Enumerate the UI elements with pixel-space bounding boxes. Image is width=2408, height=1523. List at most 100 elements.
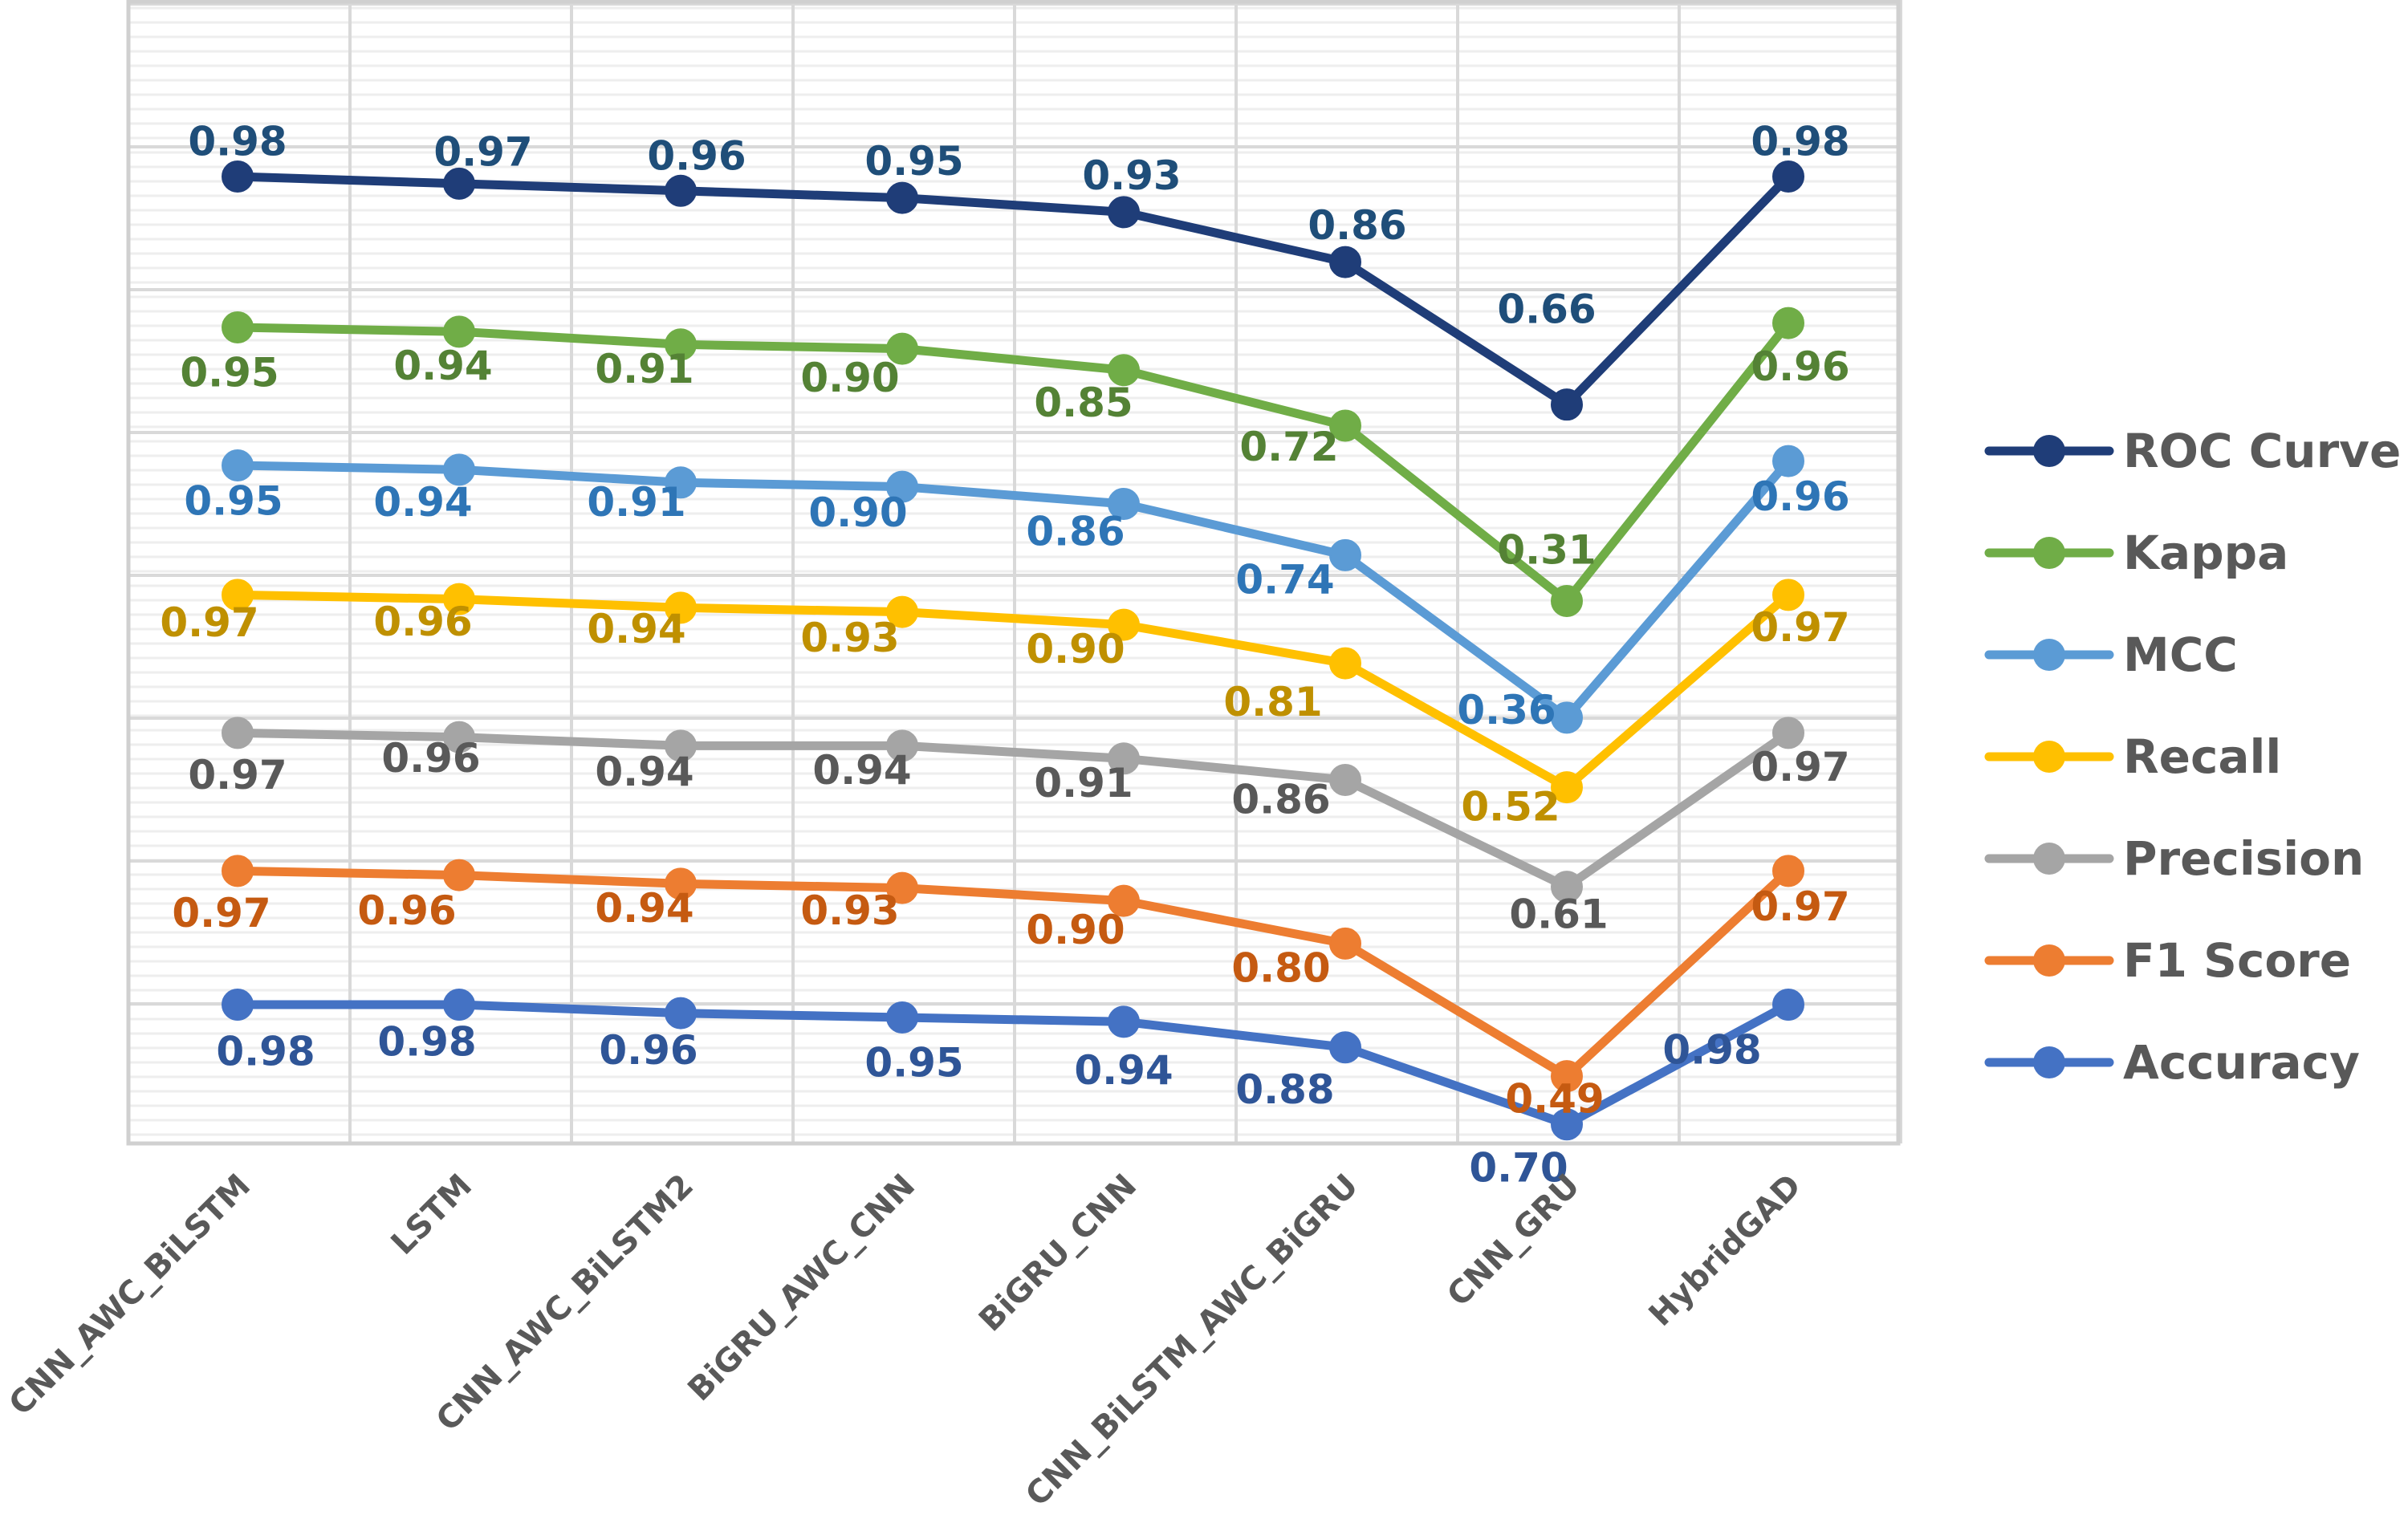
legend-item-accuracy: Accuracy	[1984, 1035, 2360, 1090]
data-point-roc-curve	[1108, 196, 1140, 229]
data-label-precision: 0.96	[381, 735, 480, 782]
data-point-accuracy	[1551, 1108, 1583, 1141]
data-point-roc-curve	[665, 174, 697, 207]
legend-swatch-marker	[2033, 944, 2065, 977]
data-point-precision	[1108, 742, 1140, 775]
data-label-recall: 0.96	[373, 599, 472, 645]
data-point-accuracy	[665, 997, 697, 1030]
data-point-accuracy	[1108, 1005, 1140, 1038]
data-point-kappa	[1329, 409, 1361, 442]
legend-swatch-marker	[2033, 741, 2065, 773]
data-label-mcc: 0.90	[808, 489, 907, 536]
data-point-mcc	[443, 453, 475, 486]
data-point-mcc	[1329, 538, 1361, 571]
legend-item-mcc: MCC	[1984, 627, 2238, 682]
data-label-roc-curve: 0.95	[864, 138, 963, 185]
data-label-roc-curve: 0.97	[433, 128, 532, 175]
legend-label: F1 Score	[2123, 933, 2351, 988]
legend-swatch-marker	[2033, 843, 2065, 875]
legend-item-precision: Precision	[1984, 831, 2364, 886]
data-point-mcc	[1551, 701, 1583, 734]
data-point-roc-curve	[1551, 388, 1583, 421]
series-line-accuracy	[233, 1000, 1793, 1129]
data-point-f1-score	[1772, 855, 1804, 887]
data-label-precision: 0.91	[1034, 760, 1133, 806]
data-point-f1-score	[1108, 884, 1140, 917]
data-point-mcc	[886, 470, 918, 503]
data-label-recall: 0.52	[1461, 784, 1560, 831]
data-label-precision: 0.97	[188, 752, 287, 798]
data-label-accuracy: 0.88	[1235, 1066, 1334, 1113]
series-f1-score	[222, 855, 1804, 1093]
data-point-f1-score	[665, 867, 697, 900]
data-point-mcc	[1772, 445, 1804, 477]
data-point-roc-curve	[443, 167, 475, 200]
data-label-roc-curve: 0.86	[1308, 202, 1406, 249]
series-roc-curve	[222, 160, 1804, 421]
data-label-mcc: 0.74	[1235, 556, 1334, 603]
data-label-precision: 0.97	[1751, 744, 1849, 790]
data-point-recall	[1329, 647, 1361, 680]
data-label-precision: 0.86	[1231, 776, 1330, 822]
data-point-precision	[1772, 717, 1804, 749]
series-recall	[222, 579, 1804, 804]
data-label-f1-score: 0.90	[1026, 907, 1125, 953]
data-point-accuracy	[443, 989, 475, 1021]
data-label-recall: 0.93	[800, 615, 899, 661]
data-label-recall: 0.81	[1223, 679, 1322, 725]
data-label-precision: 0.94	[812, 747, 911, 794]
legend-item-kappa: Kappa	[1984, 526, 2288, 580]
series-line-kappa	[233, 319, 1793, 606]
data-label-f1-score: 0.97	[172, 890, 270, 936]
data-label-accuracy: 0.95	[864, 1039, 963, 1086]
data-label-f1-score: 0.96	[357, 887, 456, 934]
data-label-mcc: 0.36	[1457, 687, 1556, 733]
data-point-kappa	[665, 328, 697, 361]
data-point-mcc	[665, 466, 697, 499]
data-point-roc-curve	[222, 160, 254, 193]
data-point-recall	[1108, 608, 1140, 641]
data-label-kappa: 0.90	[800, 355, 899, 401]
data-point-roc-curve	[1772, 160, 1804, 193]
data-point-kappa	[1772, 307, 1804, 339]
data-label-accuracy: 0.98	[216, 1029, 315, 1075]
series-mcc	[222, 445, 1804, 734]
data-label-recall: 0.97	[160, 599, 258, 646]
legend-swatch-marker	[2033, 1046, 2065, 1078]
x-tick-label: BiGRU_AWC_CNN	[681, 1168, 922, 1409]
data-point-roc-curve	[1329, 246, 1361, 278]
series-line-precision	[233, 728, 1793, 891]
data-label-f1-score: 0.94	[595, 885, 694, 932]
data-point-recall	[1772, 579, 1804, 611]
data-point-recall	[222, 579, 254, 611]
series-accuracy	[222, 989, 1804, 1141]
data-label-accuracy: 0.70	[1469, 1145, 1568, 1192]
series-line-recall	[233, 590, 1793, 792]
data-point-precision	[886, 729, 918, 762]
data-label-accuracy: 0.96	[599, 1027, 698, 1074]
legend-label: ROC Curve	[2123, 424, 2401, 478]
legend-label: Accuracy	[2123, 1035, 2360, 1090]
plot-area-border	[126, 0, 1901, 1146]
legend-item-f1-score: F1 Score	[1984, 933, 2351, 988]
data-point-mcc	[1108, 487, 1140, 520]
data-point-f1-score	[222, 855, 254, 887]
x-axis: CNN_AWC_BiLSTM LSTMCNN_AWC_BiLSTM2BiGRU_A…	[2, 1168, 1808, 1514]
x-tick-label: CNN_AWC_BiLSTM	[2, 1168, 258, 1423]
data-label-f1-score: 0.97	[1751, 883, 1849, 930]
data-point-kappa	[1108, 354, 1140, 387]
data-point-precision	[443, 721, 475, 753]
series-line-mcc	[233, 457, 1793, 722]
data-point-accuracy	[1329, 1031, 1361, 1064]
legend-swatch-marker	[2033, 537, 2065, 569]
data-label-kappa: 0.85	[1034, 380, 1133, 426]
series-kappa	[222, 307, 1804, 617]
legend-swatch-marker	[2033, 639, 2065, 671]
chart-grid	[126, 0, 1902, 1146]
x-tick-label: BiGRU_CNN	[972, 1168, 1144, 1339]
x-tick-label: CNN_AWC_BiLSTM2	[429, 1168, 701, 1439]
data-label-precision: 0.94	[595, 749, 694, 795]
data-label-mcc: 0.95	[184, 477, 283, 524]
data-label-mcc: 0.91	[587, 479, 685, 526]
